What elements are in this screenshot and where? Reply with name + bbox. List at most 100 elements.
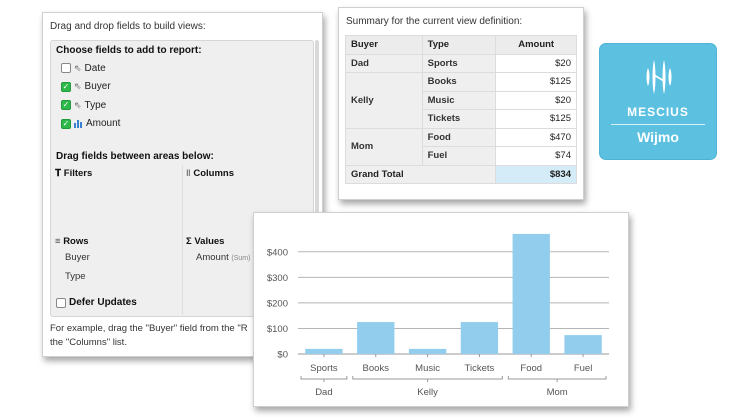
row-header-type: Food: [421, 127, 497, 147]
table-row: Kelly Books $125: [345, 72, 577, 129]
row-header-type: Books: [421, 72, 497, 92]
grand-total-row: Grand Total $834: [344, 164, 577, 184]
grand-total-value[interactable]: $834: [495, 164, 577, 184]
pivot-panel-header: Drag and drop fields to build views:: [50, 21, 206, 32]
summary-panel-header: Summary for the current view definition:: [346, 16, 523, 27]
summary-panel: Summary for the current view definition:…: [338, 7, 584, 200]
values-area[interactable]: Σ Values Amount (Sum): [182, 233, 310, 301]
field-buyer[interactable]: ✓ ⇖ Buyer: [61, 80, 111, 94]
area-divider: [182, 165, 183, 315]
y-tick-label: $200: [267, 298, 288, 309]
values-item-amount[interactable]: Amount (Sum): [196, 252, 250, 263]
columns-label-text: Columns: [193, 168, 235, 179]
wijmo-mark-icon: [646, 60, 672, 94]
grand-total-label: Grand Total: [344, 164, 497, 184]
choose-fields-title: Choose fields to add to report:: [56, 45, 202, 56]
cell-amount[interactable]: $470: [495, 127, 577, 147]
x-group-label: Kelly: [417, 387, 438, 398]
checkbox-type[interactable]: ✓: [61, 100, 71, 110]
sigma-icon: Σ: [186, 236, 192, 247]
field-label: Date: [84, 62, 106, 74]
columns-area[interactable]: ‖ Columns: [182, 165, 310, 233]
logo-product-text: Wijmo: [637, 129, 679, 145]
grid-header-row: Buyer Type Amount: [345, 35, 577, 55]
checkbox-defer-updates[interactable]: [56, 297, 66, 308]
footer-line-1: For example, drag the "Buyer" field from…: [50, 323, 248, 334]
bar-food[interactable]: [512, 233, 550, 354]
checkbox-date[interactable]: [61, 63, 71, 73]
x-category-label: Books: [363, 363, 390, 374]
cell-amount[interactable]: $74: [495, 146, 577, 166]
values-area-label: Σ Values: [186, 236, 224, 247]
rows-icon: ≡: [55, 236, 61, 247]
cell-amount[interactable]: $125: [495, 109, 577, 129]
rows-item-buyer[interactable]: Buyer: [65, 252, 90, 263]
table-row: Tickets $125: [346, 109, 577, 129]
bar-chart: $0 $100 $200 $300 $400 Sports Books Music Ticket…: [267, 233, 609, 398]
field-type[interactable]: ✓ ⇖ Type: [61, 98, 106, 112]
y-tick-label: $0: [277, 350, 288, 361]
logo-divider: [611, 124, 705, 125]
rows-area[interactable]: ≡ Rows Buyer Type: [51, 233, 179, 301]
field-amount[interactable]: ✓ Amount: [61, 117, 120, 131]
bar-sports[interactable]: [305, 348, 343, 354]
row-header-type: Fuel: [421, 146, 497, 166]
mescius-wijmo-logo: MESCIUS Wijmo: [599, 43, 717, 160]
row-header-type: Sports: [421, 53, 497, 73]
rows-item-type[interactable]: Type: [65, 271, 86, 282]
table-row: Fuel $74: [346, 146, 577, 166]
filters-area[interactable]: 𝐓︎ Filters: [51, 165, 179, 233]
filters-label-text: Filters: [63, 168, 93, 179]
defer-updates[interactable]: Defer Updates: [56, 297, 137, 308]
values-label-text: Values: [194, 236, 225, 247]
bar-books[interactable]: [357, 322, 395, 354]
table-row: Dad Sports $20: [345, 53, 577, 73]
row-header-buyer: Kelly: [345, 72, 423, 129]
field-label: Amount: [86, 118, 121, 129]
checkbox-amount[interactable]: ✓: [61, 118, 71, 129]
text-field-icon: ⇖: [74, 81, 82, 91]
bar-music[interactable]: [408, 348, 447, 354]
y-tick-label: $400: [267, 247, 288, 258]
checkbox-buyer[interactable]: ✓: [61, 81, 71, 92]
scrollbar[interactable]: [315, 40, 319, 230]
row-header-type: Tickets: [421, 109, 497, 129]
columns-area-label: ‖ Columns: [186, 168, 234, 179]
table-row: Mom Food $470: [345, 127, 577, 166]
pivot-grid: Buyer Type Amount Dad Sports $20 Kelly B…: [344, 35, 577, 184]
rows-area-label: ≡ Rows: [55, 236, 89, 247]
x-category-label: Fuel: [574, 363, 592, 374]
x-category-label: Music: [415, 363, 440, 374]
row-header-buyer: Dad: [345, 53, 423, 73]
field-label: Type: [84, 99, 107, 111]
field-date[interactable]: ⇖ Date: [61, 61, 106, 75]
y-tick-label: $100: [267, 324, 288, 335]
bar-tickets[interactable]: [460, 322, 499, 354]
field-label: Buyer: [84, 81, 111, 92]
column-header-type[interactable]: Type: [421, 35, 497, 55]
pivot-chart-panel: $0 $100 $200 $300 $400 Sports Books Music Ticket…: [253, 212, 629, 407]
cell-amount[interactable]: $20: [495, 53, 577, 73]
row-header-type: Music: [421, 90, 497, 110]
pivot-panel: Drag and drop fields to build views: Cho…: [42, 12, 323, 357]
column-header-buyer[interactable]: Buyer: [345, 35, 423, 55]
logo-brand-text: MESCIUS: [627, 105, 689, 119]
x-group-label: Mom: [547, 387, 568, 398]
x-category-label: Food: [520, 363, 542, 374]
defer-updates-label: Defer Updates: [69, 297, 137, 308]
aggregate-label: (Sum): [231, 255, 251, 262]
cell-amount[interactable]: $125: [495, 72, 577, 92]
filters-area-label: 𝐓︎ Filters: [55, 168, 92, 179]
rows-label-text: Rows: [63, 236, 89, 247]
text-field-icon: ⇖: [74, 99, 82, 110]
pivot-panel-footer: For example, drag the "Buyer" field from…: [50, 322, 322, 350]
column-header-amount[interactable]: Amount: [495, 35, 577, 55]
cell-amount[interactable]: $20: [495, 90, 577, 110]
bar-fuel[interactable]: [564, 335, 602, 354]
x-group-label: Dad: [315, 387, 332, 398]
text-field-icon: ⇖: [74, 62, 82, 73]
filter-icon: 𝐓︎: [55, 168, 62, 179]
values-item-label: Amount: [196, 252, 229, 263]
footer-line-2: the "Columns" list.: [50, 337, 127, 348]
row-header-buyer: Mom: [345, 127, 423, 166]
